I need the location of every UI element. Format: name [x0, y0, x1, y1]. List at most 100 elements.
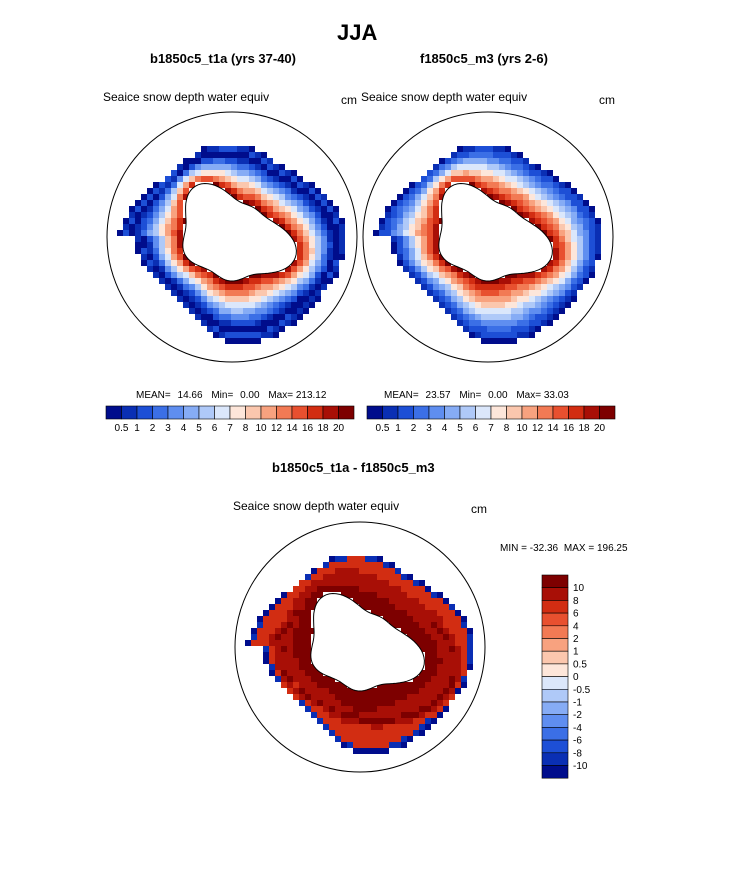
colorbar-box: [541, 689, 569, 703]
ice-cell: [347, 730, 353, 736]
ice-cell: [327, 278, 333, 284]
ice-cell: [249, 164, 255, 170]
ice-cell: [333, 206, 339, 212]
ice-cell: [147, 266, 153, 272]
ice-cell: [391, 200, 397, 206]
ice-cell: [267, 212, 273, 218]
ice-cell: [201, 302, 207, 308]
ice-cell: [511, 332, 517, 338]
ice-cell: [279, 278, 285, 284]
panel3-stats: MIN = -32.36 MAX = 196.25: [500, 543, 628, 554]
ice-cell: [415, 188, 421, 194]
ice-cell: [225, 152, 231, 158]
ice-cell: [401, 742, 407, 748]
ice-cell: [165, 212, 171, 218]
ice-cell: [275, 616, 281, 622]
ice-cell: [499, 158, 505, 164]
ice-cell: [321, 278, 327, 284]
ice-cell: [403, 242, 409, 248]
ice-cell: [225, 158, 231, 164]
ice-cell: [255, 302, 261, 308]
ice-cell: [413, 700, 419, 706]
ice-cell: [553, 254, 559, 260]
ice-cell: [255, 170, 261, 176]
ice-cell: [237, 146, 243, 152]
ice-cell: [365, 574, 371, 580]
ice-cell: [571, 200, 577, 206]
ice-cell: [397, 236, 403, 242]
ice-cell: [487, 176, 493, 182]
ice-cell: [329, 706, 335, 712]
ice-cell: [461, 682, 467, 688]
ice-cell: [455, 634, 461, 640]
ice-cell: [231, 332, 237, 338]
ice-cell: [487, 164, 493, 170]
ice-cell: [559, 296, 565, 302]
ice-cell: [371, 706, 377, 712]
ice-cell: [249, 170, 255, 176]
ice-cell: [421, 248, 427, 254]
ice-cell: [517, 296, 523, 302]
ice-cell: [407, 694, 413, 700]
ice-cell: [421, 188, 427, 194]
ice-cell: [499, 182, 505, 188]
ice-cell: [309, 302, 315, 308]
ice-cell: [389, 616, 395, 622]
ice-cell: [171, 206, 177, 212]
ice-cell: [535, 212, 541, 218]
ice-cell: [189, 284, 195, 290]
ice-cell: [141, 242, 147, 248]
ice-cell: [383, 562, 389, 568]
ice-cell: [523, 158, 529, 164]
colorbar-box: [428, 405, 445, 420]
ice-cell: [547, 314, 553, 320]
ice-cell: [183, 158, 189, 164]
ice-cell: [303, 194, 309, 200]
ice-cell: [415, 194, 421, 200]
ice-cell: [553, 206, 559, 212]
ice-cell: [589, 212, 595, 218]
ice-cell: [293, 682, 299, 688]
ice-cell: [511, 188, 517, 194]
ice-cell: [403, 206, 409, 212]
ice-cell: [189, 176, 195, 182]
ice-cell: [433, 248, 439, 254]
ice-cell: [263, 634, 269, 640]
ice-cell: [443, 652, 449, 658]
ice-cell: [419, 718, 425, 724]
ice-cell: [243, 338, 249, 344]
ice-cell: [505, 332, 511, 338]
ice-cell: [225, 296, 231, 302]
ice-cell: [353, 730, 359, 736]
ice-cell: [469, 314, 475, 320]
ice-cell: [207, 320, 213, 326]
ice-cell: [523, 326, 529, 332]
ice-cell: [407, 712, 413, 718]
ice-cell: [279, 206, 285, 212]
ice-cell: [299, 640, 305, 646]
ice-cell: [269, 658, 275, 664]
ice-cell: [397, 212, 403, 218]
ice-cell: [135, 248, 141, 254]
ice-cell: [213, 158, 219, 164]
ice-cell: [559, 272, 565, 278]
colorbar-box: [413, 405, 430, 420]
ice-cell: [407, 634, 413, 640]
ice-cell: [347, 688, 353, 694]
ice-cell: [183, 284, 189, 290]
ice-cell: [177, 260, 183, 266]
ice-cell: [523, 194, 529, 200]
ice-cell: [249, 338, 255, 344]
ice-cell: [439, 302, 445, 308]
ice-cell: [431, 610, 437, 616]
ice-cell: [433, 230, 439, 236]
ice-cell: [213, 314, 219, 320]
ice-cell: [353, 556, 359, 562]
ice-cell: [293, 628, 299, 634]
ice-cell: [583, 206, 589, 212]
ice-cell: [559, 266, 565, 272]
ice-cell: [309, 278, 315, 284]
ice-cell: [347, 694, 353, 700]
ice-cell: [341, 712, 347, 718]
ice-cell: [207, 278, 213, 284]
